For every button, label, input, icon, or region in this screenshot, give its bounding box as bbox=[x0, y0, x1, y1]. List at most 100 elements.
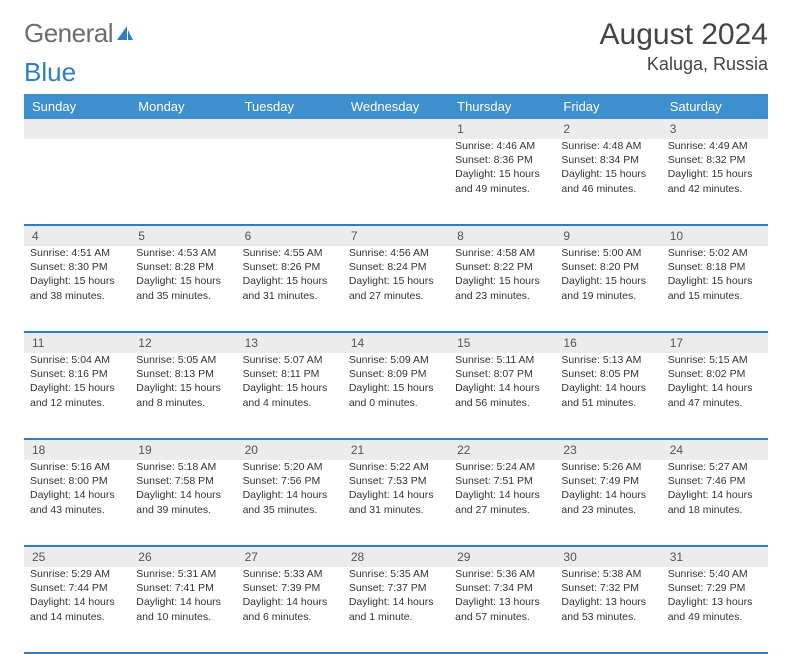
day-info-row: Sunrise: 5:16 AMSunset: 8:00 PMDaylight:… bbox=[24, 460, 768, 546]
daynum-row: 18192021222324 bbox=[24, 439, 768, 460]
day-number bbox=[343, 119, 449, 139]
day-number: 4 bbox=[24, 225, 130, 246]
day-number: 19 bbox=[130, 439, 236, 460]
sunrise-text: Sunrise: 5:05 AM bbox=[136, 353, 230, 367]
day-number: 6 bbox=[237, 225, 343, 246]
day-number: 25 bbox=[24, 546, 130, 567]
daylight-text: Daylight: 15 hours and 23 minutes. bbox=[455, 274, 549, 302]
sunrise-text: Sunrise: 5:11 AM bbox=[455, 353, 549, 367]
day-header-row: Sunday Monday Tuesday Wednesday Thursday… bbox=[24, 94, 768, 119]
sunset-text: Sunset: 8:32 PM bbox=[668, 153, 762, 167]
sunset-text: Sunset: 7:49 PM bbox=[561, 474, 655, 488]
dayhead-thu: Thursday bbox=[449, 94, 555, 119]
daylight-text: Daylight: 15 hours and 15 minutes. bbox=[668, 274, 762, 302]
dayhead-sat: Saturday bbox=[662, 94, 768, 119]
sunset-text: Sunset: 8:16 PM bbox=[30, 367, 124, 381]
daylight-text: Daylight: 14 hours and 35 minutes. bbox=[243, 488, 337, 516]
sunset-text: Sunset: 7:46 PM bbox=[668, 474, 762, 488]
daylight-text: Daylight: 14 hours and 18 minutes. bbox=[668, 488, 762, 516]
daylight-text: Daylight: 14 hours and 51 minutes. bbox=[561, 381, 655, 409]
day-number: 1 bbox=[449, 119, 555, 139]
day-number: 8 bbox=[449, 225, 555, 246]
day-number: 14 bbox=[343, 332, 449, 353]
day-number: 21 bbox=[343, 439, 449, 460]
sunrise-text: Sunrise: 4:46 AM bbox=[455, 139, 549, 153]
sunset-text: Sunset: 8:07 PM bbox=[455, 367, 549, 381]
sunset-text: Sunset: 7:41 PM bbox=[136, 581, 230, 595]
dayhead-wed: Wednesday bbox=[343, 94, 449, 119]
sunrise-text: Sunrise: 5:18 AM bbox=[136, 460, 230, 474]
day-info-row: Sunrise: 5:29 AMSunset: 7:44 PMDaylight:… bbox=[24, 567, 768, 653]
day-number: 2 bbox=[555, 119, 661, 139]
daylight-text: Daylight: 14 hours and 23 minutes. bbox=[561, 488, 655, 516]
daylight-text: Daylight: 13 hours and 49 minutes. bbox=[668, 595, 762, 623]
day-cell bbox=[237, 139, 343, 225]
logo-text-2: Blue bbox=[24, 57, 124, 88]
month-title: August 2024 bbox=[600, 18, 768, 52]
daylight-text: Daylight: 14 hours and 39 minutes. bbox=[136, 488, 230, 516]
sunrise-text: Sunrise: 5:26 AM bbox=[561, 460, 655, 474]
sunrise-text: Sunrise: 5:31 AM bbox=[136, 567, 230, 581]
sunset-text: Sunset: 7:44 PM bbox=[30, 581, 124, 595]
sail-icon bbox=[115, 24, 135, 44]
day-number: 26 bbox=[130, 546, 236, 567]
daylight-text: Daylight: 14 hours and 31 minutes. bbox=[349, 488, 443, 516]
day-cell: Sunrise: 5:38 AMSunset: 7:32 PMDaylight:… bbox=[555, 567, 661, 653]
day-cell: Sunrise: 5:24 AMSunset: 7:51 PMDaylight:… bbox=[449, 460, 555, 546]
sunrise-text: Sunrise: 5:38 AM bbox=[561, 567, 655, 581]
sunrise-text: Sunrise: 5:09 AM bbox=[349, 353, 443, 367]
dayhead-mon: Monday bbox=[130, 94, 236, 119]
daylight-text: Daylight: 15 hours and 46 minutes. bbox=[561, 167, 655, 195]
day-number bbox=[237, 119, 343, 139]
day-number: 29 bbox=[449, 546, 555, 567]
sunrise-text: Sunrise: 5:20 AM bbox=[243, 460, 337, 474]
day-cell: Sunrise: 5:22 AMSunset: 7:53 PMDaylight:… bbox=[343, 460, 449, 546]
sunset-text: Sunset: 7:32 PM bbox=[561, 581, 655, 595]
day-cell: Sunrise: 5:16 AMSunset: 8:00 PMDaylight:… bbox=[24, 460, 130, 546]
daylight-text: Daylight: 14 hours and 1 minute. bbox=[349, 595, 443, 623]
sunset-text: Sunset: 8:11 PM bbox=[243, 367, 337, 381]
sunset-text: Sunset: 8:28 PM bbox=[136, 260, 230, 274]
sunrise-text: Sunrise: 4:51 AM bbox=[30, 246, 124, 260]
day-cell: Sunrise: 4:48 AMSunset: 8:34 PMDaylight:… bbox=[555, 139, 661, 225]
daylight-text: Daylight: 14 hours and 14 minutes. bbox=[30, 595, 124, 623]
sunset-text: Sunset: 8:13 PM bbox=[136, 367, 230, 381]
day-cell: Sunrise: 4:56 AMSunset: 8:24 PMDaylight:… bbox=[343, 246, 449, 332]
sunset-text: Sunset: 7:58 PM bbox=[136, 474, 230, 488]
daylight-text: Daylight: 15 hours and 42 minutes. bbox=[668, 167, 762, 195]
sunrise-text: Sunrise: 5:07 AM bbox=[243, 353, 337, 367]
day-cell: Sunrise: 4:53 AMSunset: 8:28 PMDaylight:… bbox=[130, 246, 236, 332]
sunrise-text: Sunrise: 4:53 AM bbox=[136, 246, 230, 260]
day-number: 31 bbox=[662, 546, 768, 567]
day-cell: Sunrise: 4:55 AMSunset: 8:26 PMDaylight:… bbox=[237, 246, 343, 332]
day-number: 15 bbox=[449, 332, 555, 353]
logo: General bbox=[24, 18, 137, 49]
day-cell: Sunrise: 5:09 AMSunset: 8:09 PMDaylight:… bbox=[343, 353, 449, 439]
sunrise-text: Sunrise: 5:40 AM bbox=[668, 567, 762, 581]
sunrise-text: Sunrise: 4:55 AM bbox=[243, 246, 337, 260]
day-number: 27 bbox=[237, 546, 343, 567]
day-cell: Sunrise: 5:36 AMSunset: 7:34 PMDaylight:… bbox=[449, 567, 555, 653]
location: Kaluga, Russia bbox=[600, 54, 768, 75]
daylight-text: Daylight: 15 hours and 8 minutes. bbox=[136, 381, 230, 409]
sunset-text: Sunset: 8:09 PM bbox=[349, 367, 443, 381]
daylight-text: Daylight: 14 hours and 6 minutes. bbox=[243, 595, 337, 623]
calendar-body: 123Sunrise: 4:46 AMSunset: 8:36 PMDaylig… bbox=[24, 119, 768, 653]
sunset-text: Sunset: 7:34 PM bbox=[455, 581, 549, 595]
day-number: 30 bbox=[555, 546, 661, 567]
day-cell: Sunrise: 4:58 AMSunset: 8:22 PMDaylight:… bbox=[449, 246, 555, 332]
day-cell: Sunrise: 5:33 AMSunset: 7:39 PMDaylight:… bbox=[237, 567, 343, 653]
day-cell: Sunrise: 5:15 AMSunset: 8:02 PMDaylight:… bbox=[662, 353, 768, 439]
daylight-text: Daylight: 15 hours and 38 minutes. bbox=[30, 274, 124, 302]
sunrise-text: Sunrise: 5:29 AM bbox=[30, 567, 124, 581]
day-number: 22 bbox=[449, 439, 555, 460]
sunrise-text: Sunrise: 5:13 AM bbox=[561, 353, 655, 367]
day-cell: Sunrise: 5:18 AMSunset: 7:58 PMDaylight:… bbox=[130, 460, 236, 546]
sunset-text: Sunset: 8:18 PM bbox=[668, 260, 762, 274]
sunset-text: Sunset: 7:39 PM bbox=[243, 581, 337, 595]
day-cell: Sunrise: 5:02 AMSunset: 8:18 PMDaylight:… bbox=[662, 246, 768, 332]
daylight-text: Daylight: 15 hours and 49 minutes. bbox=[455, 167, 549, 195]
day-cell bbox=[343, 139, 449, 225]
day-cell: Sunrise: 5:40 AMSunset: 7:29 PMDaylight:… bbox=[662, 567, 768, 653]
calendar-table: Sunday Monday Tuesday Wednesday Thursday… bbox=[24, 94, 768, 654]
